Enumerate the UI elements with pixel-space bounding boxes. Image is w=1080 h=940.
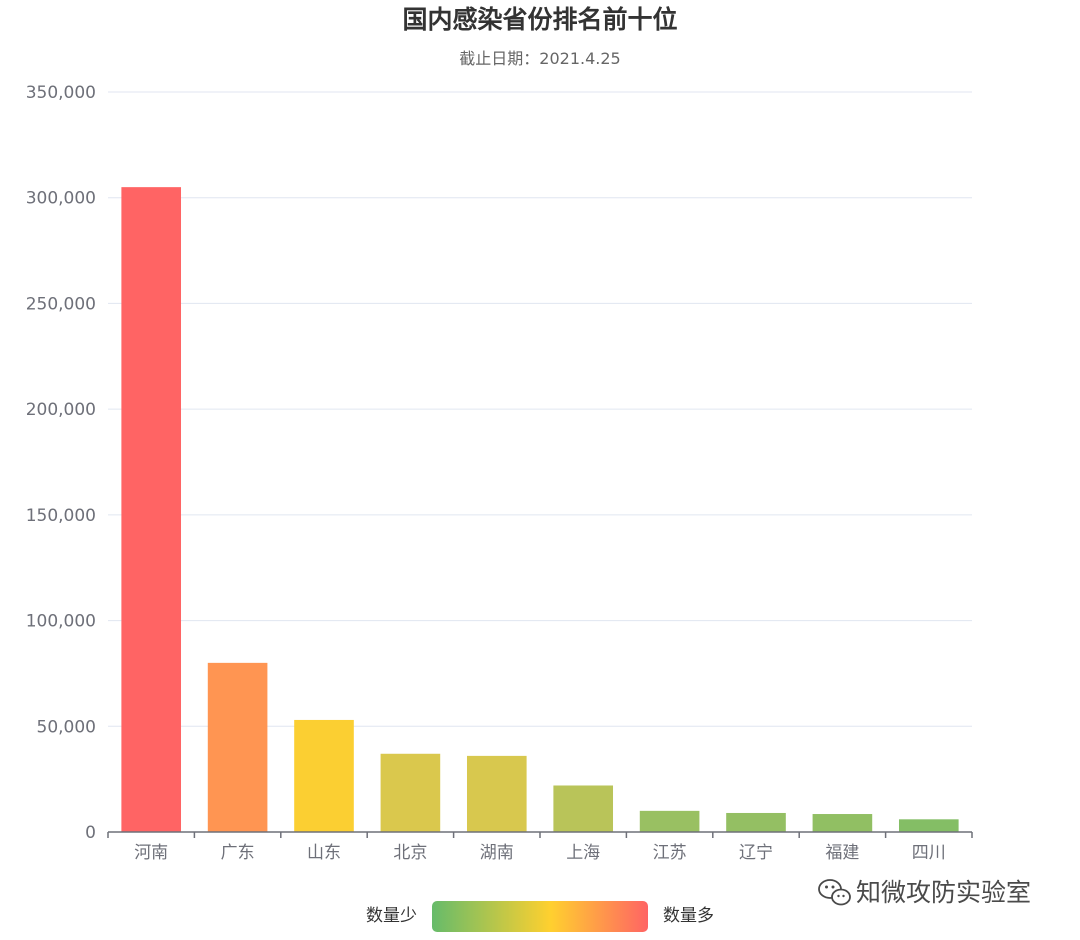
x-tick-label: 河南 (134, 843, 168, 863)
visual-map-legend: 数量少 数量多 (366, 901, 714, 932)
bar-2[interactable] (207, 662, 268, 832)
chart-subtitle: 截止日期：2021.4.25 (459, 49, 620, 68)
bar-4[interactable] (380, 753, 441, 832)
bar-8[interactable] (726, 812, 786, 832)
x-axis: 河南 广东 山东 北京 湖南 上海 江苏 辽宁 福建 四川 (107, 831, 973, 863)
x-tick-label: 山东 (307, 843, 341, 863)
x-tick-label: 广东 (221, 843, 255, 863)
y-tick-label: 100,000 (26, 612, 96, 632)
y-tick-label: 350,000 (26, 83, 96, 103)
x-tick-label: 辽宁 (739, 843, 773, 863)
y-tick-label: 50,000 (37, 717, 96, 737)
bar-1[interactable] (121, 187, 182, 833)
bar-7[interactable] (639, 810, 700, 832)
legend-low-label: 数量少 (366, 906, 417, 926)
y-tick-label: 200,000 (26, 400, 96, 420)
y-tick-label: 300,000 (26, 189, 96, 209)
y-tick-label: 250,000 (26, 294, 96, 314)
watermark-text: 知微攻防实验室 (856, 878, 1031, 907)
chart-title: 国内感染省份排名前十位 (402, 5, 677, 34)
y-axis-ticks: 0 50,000 100,000 150,000 200,000 250,000 300,0… (26, 83, 96, 843)
x-tick-label: 四川 (912, 843, 946, 863)
y-tick-label: 0 (85, 823, 96, 843)
x-tick-label: 江苏 (653, 843, 687, 863)
x-tick-label: 福建 (825, 843, 859, 863)
watermark: 知微攻防实验室 (818, 878, 1031, 907)
bar-10[interactable] (898, 819, 959, 832)
y-tick-label: 150,000 (26, 506, 96, 526)
x-tick-label: 湖南 (480, 843, 514, 863)
wechat-icon (818, 879, 851, 906)
bar-5[interactable] (466, 755, 527, 832)
bar-9[interactable] (812, 814, 873, 832)
grid-lines (108, 91, 972, 727)
bar-3[interactable] (294, 719, 354, 832)
x-tick-label: 北京 (393, 843, 427, 863)
bar-6[interactable] (553, 785, 614, 832)
x-tick-label: 上海 (566, 843, 600, 863)
legend-high-label: 数量多 (663, 906, 714, 926)
bars (121, 187, 959, 833)
legend-gradient-bar[interactable] (432, 901, 648, 932)
